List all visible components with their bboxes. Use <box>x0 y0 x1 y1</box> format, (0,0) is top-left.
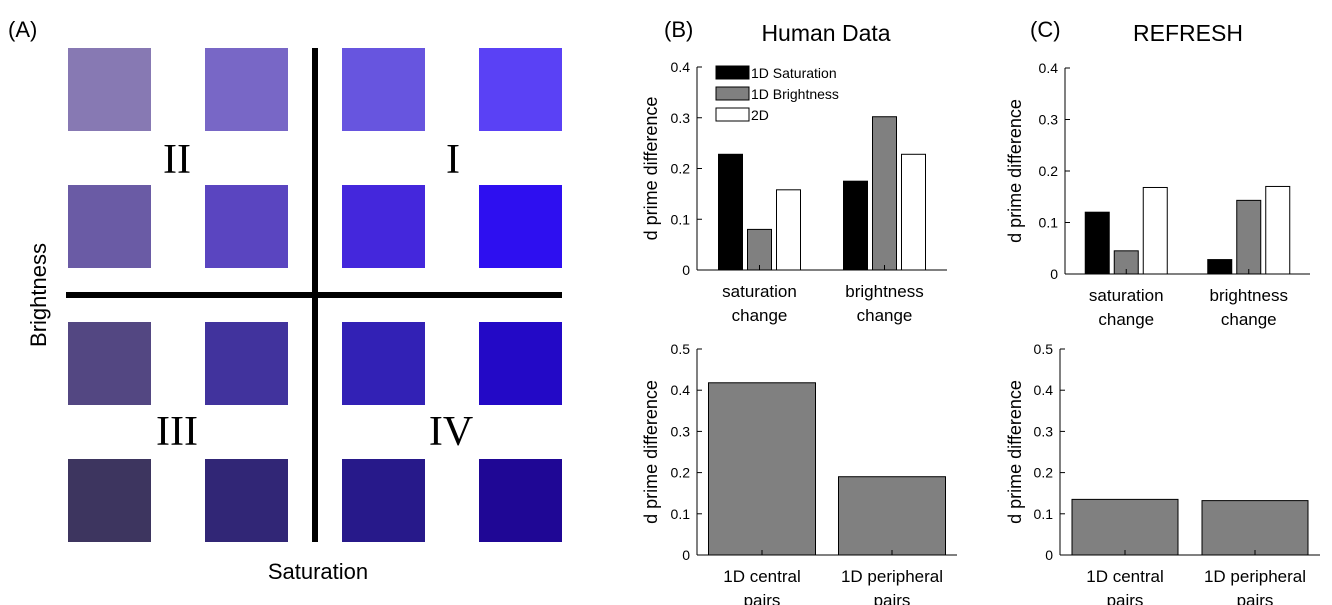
y-tick-label: 0 <box>682 547 690 563</box>
x-tick-label: pairs <box>1237 591 1274 605</box>
y-tick-label: 0.1 <box>1034 506 1054 522</box>
legend-swatch <box>715 65 750 80</box>
x-tick-label: pairs <box>1107 591 1144 605</box>
color-swatch <box>205 48 288 131</box>
x-tick-label: brightness <box>1210 286 1288 305</box>
y-axis-label: Brightness <box>26 243 51 347</box>
y-tick-label: 0.2 <box>1034 465 1054 481</box>
color-swatch <box>342 48 425 131</box>
y-tick-label: 0 <box>1050 266 1058 282</box>
x-tick-label: saturation <box>722 282 797 301</box>
y-tick-label: 0.4 <box>1034 382 1054 398</box>
chart-title: REFRESH <box>1133 20 1243 46</box>
y-tick-label: 0.4 <box>671 382 691 398</box>
chart-refresh-change: 0 0.1 0.2 0.3 0.4 d prime difference REFRESH sa… <box>1005 20 1310 329</box>
color-swatch <box>68 185 151 268</box>
bar <box>1142 186 1168 275</box>
y-tick-label: 0.2 <box>1039 163 1059 179</box>
y-tick-label: 0.1 <box>671 211 691 227</box>
legend-label: 1D Brightness <box>751 86 839 102</box>
chart-human-data-pairs: 0 0.1 0.2 0.3 0.4 0.5 d prime difference 1D cen… <box>641 341 957 605</box>
x-tick-label: 1D peripheral <box>841 567 943 586</box>
x-tick-label: 1D central <box>723 567 800 586</box>
y-tick-label: 0.1 <box>1039 215 1059 231</box>
color-swatch <box>205 322 288 405</box>
y-tick-label: 0.3 <box>1034 423 1054 439</box>
quadrant-label-i: I <box>446 137 460 183</box>
legend-label: 1D Saturation <box>751 65 837 81</box>
bar <box>1084 211 1110 275</box>
x-tick-label: change <box>732 306 788 325</box>
y-tick-label: 0.5 <box>1034 341 1054 357</box>
y-axis-label: d prime difference <box>641 97 661 241</box>
x-tick-label: brightness <box>845 282 923 301</box>
chart-title: Human Data <box>761 20 890 46</box>
bar <box>1265 185 1291 275</box>
x-tick-label: pairs <box>874 591 911 605</box>
bar <box>776 189 801 271</box>
color-swatch <box>342 459 425 542</box>
y-tick-label: 0.4 <box>671 59 691 75</box>
color-swatch <box>68 459 151 542</box>
legend-label: 2D <box>751 107 769 123</box>
x-tick-label: change <box>857 306 913 325</box>
bar <box>708 382 816 556</box>
swatch-grid <box>68 48 562 542</box>
x-tick-label: change <box>1098 310 1154 329</box>
y-tick-label: 0.3 <box>671 423 691 439</box>
bar <box>1236 199 1262 275</box>
quadrant-label-iii: III <box>156 409 198 455</box>
y-axis-label: d prime difference <box>1005 380 1025 524</box>
bar <box>1201 500 1309 556</box>
color-swatch <box>479 48 562 131</box>
panel-label-c: (C) <box>1030 17 1061 42</box>
y-tick-label: 0.1 <box>671 506 691 522</box>
y-tick-label: 0.2 <box>671 465 691 481</box>
bar <box>843 180 868 271</box>
quadrant-label-iv: IV <box>429 409 473 455</box>
y-tick-label: 0.3 <box>671 110 691 126</box>
x-axis-label: Saturation <box>268 559 368 584</box>
y-tick-label: 0 <box>1045 547 1053 563</box>
quadrant-label-ii: II <box>163 137 191 183</box>
color-swatch <box>68 48 151 131</box>
y-axis-label: d prime difference <box>1005 99 1025 243</box>
y-tick-label: 0.5 <box>671 341 691 357</box>
y-tick-label: 0 <box>682 262 690 278</box>
x-tick-label: change <box>1221 310 1277 329</box>
color-swatch <box>479 185 562 268</box>
legend-swatch <box>715 86 750 101</box>
legend-swatch <box>715 107 750 122</box>
color-swatch <box>205 459 288 542</box>
x-tick-label: 1D peripheral <box>1204 567 1306 586</box>
color-swatch <box>342 185 425 268</box>
bar <box>747 228 772 271</box>
bar <box>718 153 743 271</box>
panel-a-swatch-grid: II I III IV Saturation Brightness <box>26 48 562 584</box>
y-axis-label: d prime difference <box>641 380 661 524</box>
color-swatch <box>68 322 151 405</box>
bar <box>901 153 926 271</box>
y-tick-label: 0.2 <box>671 161 691 177</box>
bar <box>1207 259 1233 275</box>
x-tick-label: pairs <box>744 591 781 605</box>
x-tick-label: saturation <box>1089 286 1164 305</box>
chart-refresh-pairs: 0 0.1 0.2 0.3 0.4 0.5 d prime difference 1D cen… <box>1005 341 1320 605</box>
y-tick-label: 0.3 <box>1039 112 1059 128</box>
bar <box>872 116 897 271</box>
color-swatch <box>479 459 562 542</box>
x-tick-label: 1D central <box>1086 567 1163 586</box>
bar <box>1071 498 1179 556</box>
bar <box>838 476 946 556</box>
panel-label-a: (A) <box>8 17 37 42</box>
chart-human-data-change: 0 0.1 0.2 0.3 0.4 d prime difference Human Dat… <box>641 20 947 325</box>
color-swatch <box>205 185 288 268</box>
color-swatch <box>479 322 562 405</box>
panel-label-b: (B) <box>664 17 693 42</box>
y-tick-label: 0.4 <box>1039 60 1059 76</box>
color-swatch <box>342 322 425 405</box>
